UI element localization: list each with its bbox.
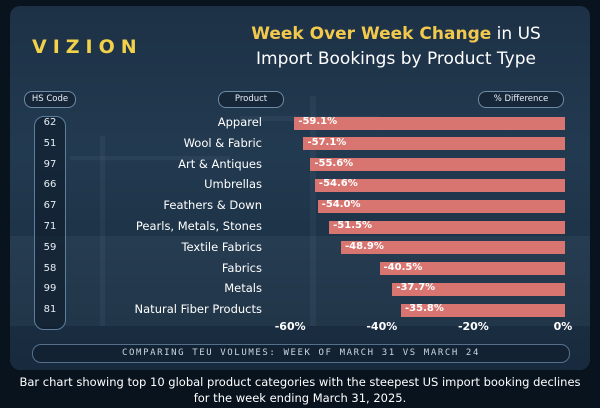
title-rest: in US bbox=[491, 24, 541, 44]
bar bbox=[294, 116, 565, 130]
chart-caption: Bar chart showing top 10 global product … bbox=[19, 375, 581, 405]
hs-code-value: 59 bbox=[43, 241, 57, 253]
bar-value-label: -54.0% bbox=[321, 199, 361, 211]
hs-code-value: 66 bbox=[43, 179, 57, 191]
category-label: Textile Fabrics bbox=[181, 239, 262, 254]
category-label: Natural Fiber Products bbox=[134, 302, 262, 317]
crane-silhouette bbox=[310, 96, 316, 326]
bar bbox=[303, 137, 565, 151]
chart-card: VIZION Week Over Week Change in US Impor… bbox=[10, 6, 590, 370]
hs-code-value: 81 bbox=[43, 304, 57, 316]
bar bbox=[341, 241, 565, 255]
hs-code-value: 51 bbox=[43, 137, 57, 149]
hs-code-value: 67 bbox=[43, 200, 57, 212]
x-tick-label: -40% bbox=[366, 320, 398, 333]
crane-silhouette bbox=[100, 136, 105, 326]
category-label: Wool & Fabric bbox=[183, 135, 262, 150]
hs-code-value: 58 bbox=[43, 262, 57, 274]
hs-code-value: 71 bbox=[43, 221, 57, 232]
category-label: Apparel bbox=[217, 115, 262, 129]
category-label: Metals bbox=[224, 281, 262, 296]
hs-code-value: 99 bbox=[43, 283, 57, 295]
category-label: Pearls, Metals, Stones bbox=[135, 219, 262, 233]
hs-code-value: 97 bbox=[43, 158, 57, 170]
bar-value-label: -37.7% bbox=[396, 282, 436, 294]
hs-code-header: HS Code bbox=[24, 91, 76, 108]
brand-logo: VIZION bbox=[32, 36, 143, 58]
bar bbox=[314, 178, 565, 192]
crane-silhouette bbox=[70, 156, 230, 160]
bar-value-label: -55.6% bbox=[314, 157, 354, 169]
category-label: Art & Antiques bbox=[178, 156, 262, 171]
category-label: Feathers & Down bbox=[163, 198, 262, 213]
hs-code-column: 62 51 97 66 67 71 59 58 99 81 bbox=[34, 116, 66, 330]
bar bbox=[379, 262, 565, 276]
bar-value-label: -35.8% bbox=[405, 303, 444, 315]
bar-value-label: -57.1% bbox=[307, 136, 347, 148]
difference-header: % Difference bbox=[478, 91, 564, 108]
x-tick-label: 0% bbox=[553, 320, 573, 333]
bar-value-label: -51.5% bbox=[333, 220, 372, 231]
product-header: Product bbox=[218, 91, 284, 108]
title-line2: Import Bookings by Product Type bbox=[256, 49, 536, 69]
bar bbox=[401, 303, 565, 317]
bar-value-label: -48.9% bbox=[345, 240, 384, 252]
x-tick-label: -20% bbox=[457, 320, 489, 333]
category-label: Fabrics bbox=[221, 260, 262, 275]
bar bbox=[317, 199, 565, 213]
bar bbox=[310, 158, 565, 172]
bar bbox=[392, 282, 565, 296]
bar-value-label: -54.6% bbox=[318, 178, 358, 190]
x-tick-label: -60% bbox=[274, 320, 306, 333]
bar bbox=[329, 220, 565, 234]
hs-code-value: 62 bbox=[43, 117, 57, 128]
chart-title: Week Over Week Change in US Import Booki… bbox=[210, 22, 582, 72]
bar-value-label: -40.5% bbox=[383, 261, 423, 273]
bar-value-label: -59.1% bbox=[298, 116, 338, 127]
title-accent: Week Over Week Change bbox=[251, 24, 492, 44]
comparison-footer: COMPARING TEU VOLUMES: WEEK OF MARCH 31 … bbox=[32, 344, 570, 363]
category-label: Umbrellas bbox=[204, 177, 262, 192]
